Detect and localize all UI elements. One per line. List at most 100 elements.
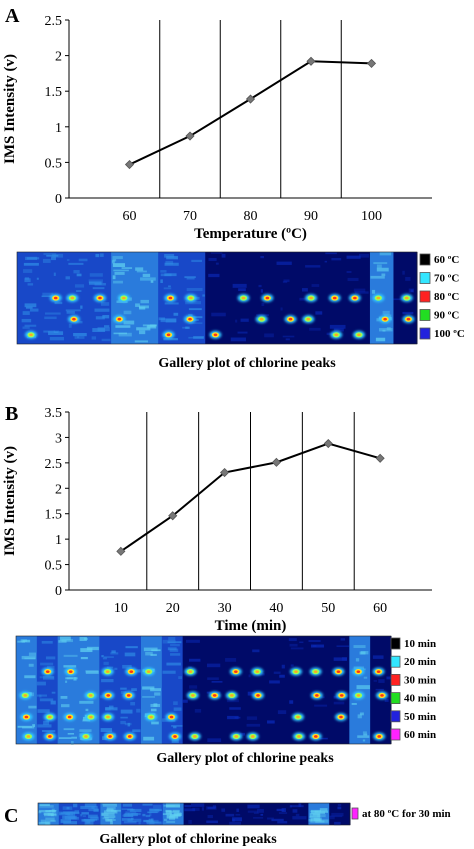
panel-a-gallery-peak-core [376,296,381,300]
panel-c-gallery-noise [143,819,153,823]
panel-b-gallery-noise [277,710,287,715]
panel-b-gallery-noise [143,647,158,652]
panel-a-legend-label: 60 ºC [434,254,459,266]
panel-a-gallery-noise [68,323,72,328]
panel-a-gallery-noise [135,267,144,271]
panel-b-gallery-peak-core [191,694,195,697]
panel-b-gallery-noise [40,662,54,666]
panel-b-legend-swatch [390,728,401,741]
panel-a-gallery-noise [27,283,34,286]
panel-a-gallery-noise [258,284,262,288]
panel-b-x-tick-label: 40 [269,601,283,616]
panel-b-gallery-noise [227,715,239,720]
panel-b-data-point [323,438,333,449]
panel-c-gallery-noise [73,811,80,815]
panel-b-gallery-noise [281,664,285,669]
panel-a-data-point [306,56,316,66]
panel-b-gallery-noise [100,728,113,732]
panel-b-gallery-peak-core [376,670,381,673]
panel-a-gallery-noise [184,276,196,279]
panel-a-gallery-noise [94,308,110,312]
panel-b-gallery-column [307,636,329,744]
panel-b-gallery-noise [142,696,156,698]
panel-c-gallery-noise [102,804,118,807]
panel-b-data-point [220,467,230,478]
panel-a-gallery-noise [358,253,369,258]
panel-b-legend-swatch [390,637,401,650]
panel-c-gallery-noise [149,812,152,817]
panel-b-gallery-noise [170,643,180,647]
panel-a-gallery-noise [186,277,195,280]
panel-b-gallery-noise [122,664,132,669]
panel-a-gallery-noise [164,302,179,305]
panel-a-gallery-noise [375,337,386,342]
panel-a-gallery-border [16,251,418,345]
panel-a-gallery-noise [21,318,32,323]
panel-a-gallery-peak-core [353,296,357,300]
panel-a-gallery-peak-core [117,317,122,321]
panel-c-gallery-noise [172,809,180,813]
panel-c-gallery-noise [73,803,78,808]
panel-b-gallery-peak-core [23,694,28,697]
panel-a-gallery-noise [24,277,30,280]
panel-b-gallery-noise [378,679,385,683]
panel-b-gallery-noise [384,698,389,702]
panel-a-gallery-noise [22,326,30,329]
panel-b-gallery-noise [273,671,281,674]
panel-b-gallery-noise [289,643,298,647]
panel-a-gallery-noise [89,273,103,277]
panel-c-gallery-noise [65,812,70,815]
panel-b-gallery-noise [22,639,30,643]
panel-a-gallery-noise [160,279,163,284]
panel-b-gallery-noise [101,655,104,658]
panel-b-legend-swatch [390,674,401,686]
panel-c-gallery-noise [86,819,91,824]
panel-b-gallery-noise [207,677,219,680]
panel-b-y-tick-label: 0.5 [45,559,63,574]
panel-b-gallery-column [36,636,59,744]
panel-c-gallery-noise [163,818,168,821]
panel-a-gallery-noise [188,308,202,311]
panel-b-y-tick-label: 0 [55,584,62,599]
panel-b-gallery-noise [39,698,54,702]
panel-a-gallery-noise [237,331,248,334]
panel-b-gallery-noise [151,721,159,725]
panel-b-gallery-noise [145,651,153,656]
panel-c-gallery-noise [122,803,133,807]
panel-a-gallery-noise [210,252,223,254]
panel-b-gallery-peak-core [146,670,151,673]
panel-b-gallery-noise [17,725,33,728]
panel-b-gallery-noise [103,661,109,665]
panel-b-gallery-peak-core [48,735,52,738]
panel-c-gallery-noise [184,805,192,808]
panel-c-gallery-noise [80,814,83,817]
panel-a-gallery-noise [74,284,85,288]
panel-b-data-point [271,457,281,467]
panel-a-gallery-noise [208,257,217,262]
panel-b-legend-label: 50 min [404,711,436,723]
panel-a-gallery-noise [370,275,385,279]
panel-c-legend-label: at 80 ºC for 30 min [362,808,451,820]
panel-b-gallery-noise [211,681,223,683]
panel-b-gallery-column [78,636,100,744]
panel-b-gallery-noise [182,699,188,703]
panel-b-gallery-noise [132,729,141,733]
panel-b-data-point [116,546,126,556]
panel-c-gallery-noise [329,815,343,818]
panel-b-x-axis-label: Time (min) [215,618,287,634]
panel-a-gallery-noise [402,270,405,275]
panel-b-gallery-peak-core [255,670,260,673]
panel-b-gallery-peak-core [188,670,193,673]
panel-c-gallery-noise [47,813,53,816]
panel-c-gallery-noise [235,813,241,816]
panel-b-legend-label: 10 min [404,638,436,650]
panel-a-gallery-peak-core [357,333,361,337]
panel-b-gallery-peak-core [313,670,318,673]
panel-b-gallery-peak-core [256,694,260,697]
panel-a-gallery-noise [30,308,39,312]
panel-c-gallery-noise [310,820,325,823]
panel-b-gallery-column [224,636,246,744]
panel-c-gallery-noise [106,806,116,810]
panel-b-gallery-border [15,635,392,745]
panel-b-gallery-noise [80,648,93,653]
